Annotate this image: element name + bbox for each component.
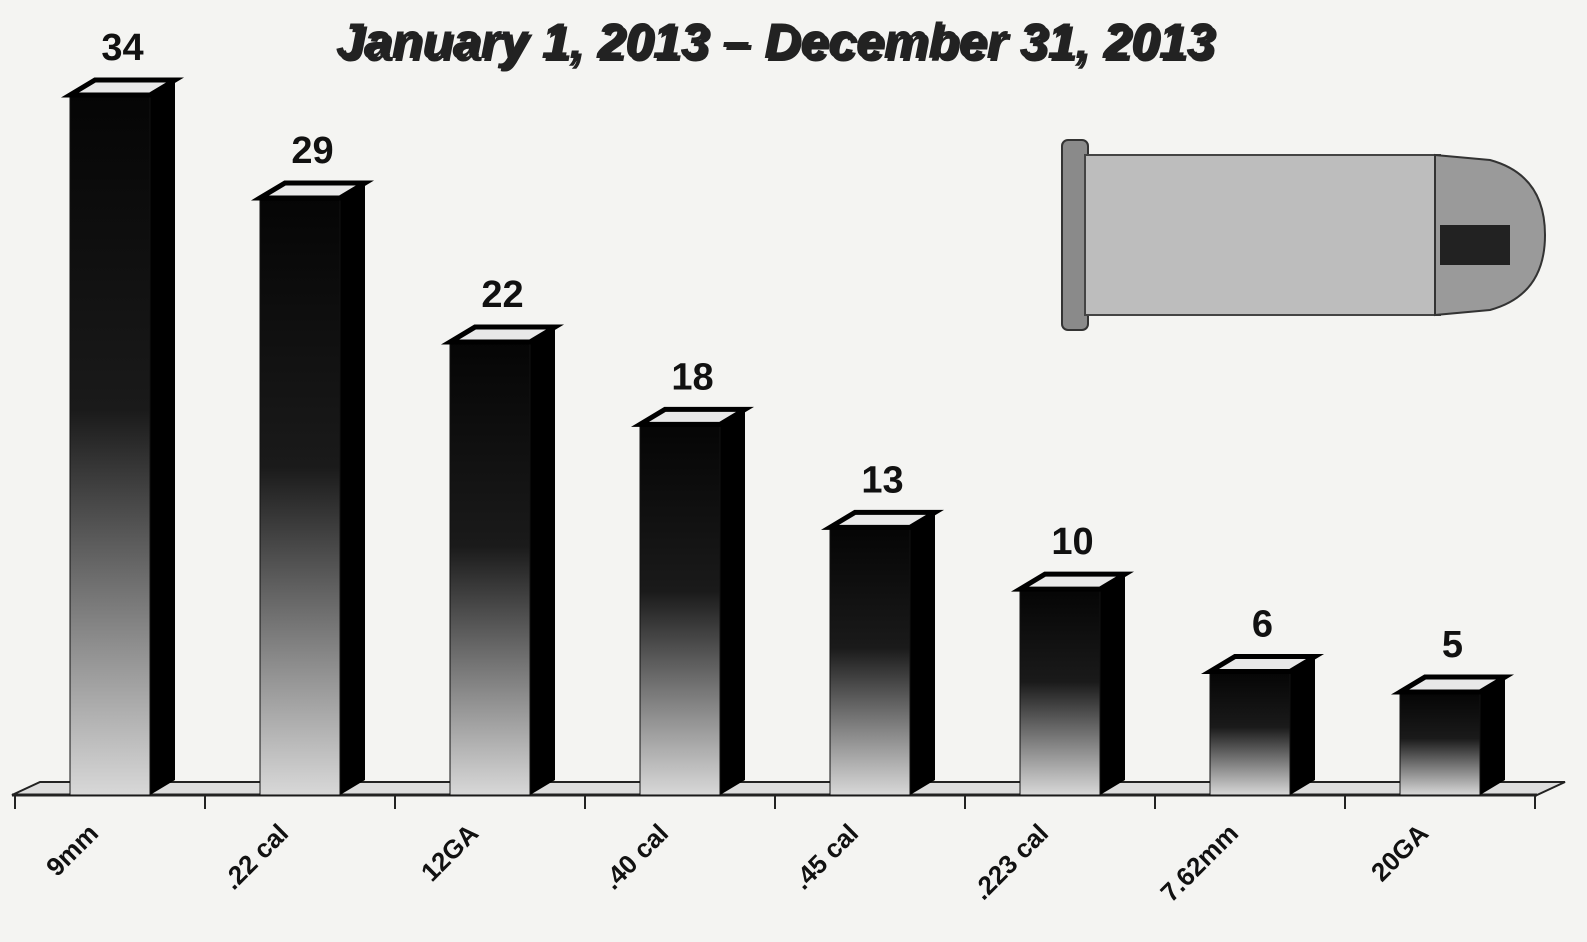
x-tick-label: 9mm [40, 818, 104, 882]
chart-title: January 1, 2013 – December 31, 2013 [336, 13, 1215, 69]
value-label: 10 [1051, 521, 1093, 563]
bar-side [150, 80, 175, 795]
bar-top [1390, 674, 1515, 695]
value-label: 13 [861, 459, 903, 501]
bar-side [530, 327, 555, 795]
bar [1019, 588, 1101, 796]
bar-side [340, 182, 365, 796]
value-label: 29 [291, 130, 333, 172]
x-tick-label: .223 cal [966, 818, 1054, 906]
bar [1209, 670, 1291, 796]
value-label: 5 [1442, 624, 1463, 666]
bullet-illustration [1061, 139, 1547, 331]
bar-side [1480, 677, 1505, 795]
x-tick-label: 7.62mm [1154, 818, 1244, 908]
bar-top [440, 324, 565, 345]
bar-top [60, 77, 185, 98]
bar-side [720, 409, 745, 795]
value-label: 22 [481, 274, 523, 316]
chart-title-shadow: January 1, 2013 – December 31, 2013 [339, 16, 1218, 72]
x-tick-label: .45 cal [787, 818, 864, 895]
value-label: 6 [1252, 604, 1273, 646]
bar [449, 341, 531, 796]
value-label: 34 [101, 27, 143, 69]
bar [639, 423, 721, 796]
bar [69, 94, 151, 796]
floor [11, 781, 1566, 797]
bar [259, 197, 341, 796]
bar-side [1290, 656, 1315, 795]
bar-top [1010, 571, 1135, 592]
x-tick-label: 20GA [1365, 818, 1434, 887]
bar-top [820, 509, 945, 530]
value-label: 18 [671, 356, 713, 398]
x-tick-label: .22 cal [217, 818, 294, 895]
bar [829, 526, 911, 796]
x-tick-label: 12GA [415, 818, 484, 887]
x-tick-label: .40 cal [597, 818, 674, 895]
bar-top [1200, 653, 1325, 674]
bar-side [1100, 574, 1125, 795]
bar [1399, 691, 1481, 796]
bar-side [910, 512, 935, 795]
bar-top [630, 406, 755, 427]
bar-top [250, 180, 375, 201]
